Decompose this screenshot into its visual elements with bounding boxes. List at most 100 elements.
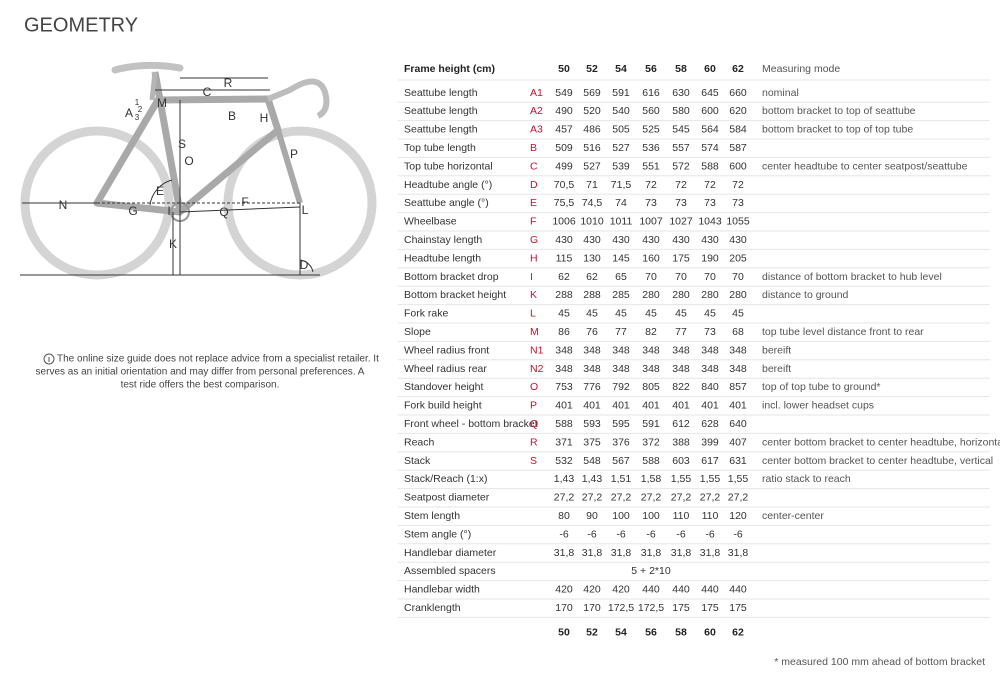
cell: 348 [701, 363, 719, 375]
cell: 822 [672, 381, 690, 393]
cell: 45 [645, 308, 657, 320]
cell: 31,8 [671, 547, 692, 559]
row-label: Bottom bracket height [404, 289, 506, 301]
cell: 588 [701, 160, 719, 172]
cell: 539 [612, 160, 630, 172]
row-label: Seattube length [404, 124, 478, 136]
cell: 348 [555, 363, 573, 375]
diagram-label: L [302, 203, 309, 217]
cell: 430 [612, 234, 630, 246]
row-label: Cranklength [404, 602, 461, 614]
row-code: A1 [530, 87, 543, 99]
row-label: Handlebar width [404, 584, 480, 596]
row-label: Seattube length [404, 105, 478, 117]
row-code: B [530, 142, 537, 154]
row-mode: bottom bracket to top of top tube [762, 124, 913, 136]
cell: 372 [642, 436, 660, 448]
row-code: S [530, 455, 537, 467]
cell: 375 [583, 436, 601, 448]
row-label: Chainstay length [404, 234, 482, 246]
cell: 401 [729, 400, 747, 412]
size-header: 52 [586, 63, 598, 75]
row-label: Slope [404, 326, 431, 338]
cell: 31,8 [611, 547, 632, 559]
cell: 1,55 [700, 473, 721, 485]
cell: 348 [612, 363, 630, 375]
row-code: G [530, 234, 538, 246]
cell: 440 [642, 584, 660, 596]
size-footer: 58 [675, 626, 687, 638]
size-footer: 62 [732, 626, 744, 638]
cell: 70 [732, 271, 744, 283]
cell: 560 [642, 105, 660, 117]
cell: 430 [583, 234, 601, 246]
cell: 115 [556, 252, 573, 264]
cell: 603 [672, 455, 690, 467]
cell: 27,2 [641, 492, 662, 504]
cell: 110 [673, 510, 690, 522]
row-code: A3 [530, 124, 543, 136]
cell: 172,5 [638, 602, 664, 614]
row-label: Top tube horizontal [404, 160, 493, 172]
row-code: A2 [530, 105, 543, 117]
diagram-label: E [156, 184, 164, 198]
cell: 77 [615, 326, 627, 338]
cell: 407 [729, 436, 747, 448]
cell: 280 [701, 289, 719, 301]
size-header: 62 [732, 63, 744, 75]
cell: -6 [676, 528, 685, 540]
cell: 388 [672, 436, 690, 448]
cell: 285 [612, 289, 630, 301]
cell: 348 [642, 363, 660, 375]
cell: 62 [558, 271, 570, 283]
cell: 77 [675, 326, 687, 338]
cell: 73 [704, 326, 716, 338]
cell: 288 [583, 289, 601, 301]
cell: 430 [555, 234, 573, 246]
row-mode: center headtube to center seatpost/seatt… [762, 160, 968, 172]
cell: 540 [612, 105, 630, 117]
cell: 71 [586, 179, 598, 191]
cell: 74 [615, 197, 627, 209]
cell: 45 [558, 308, 570, 320]
cell: 27,2 [582, 492, 603, 504]
table-header: Frame height (cm) [404, 63, 495, 75]
row-code: P [530, 400, 537, 412]
cell: 27,2 [611, 492, 632, 504]
cell: 584 [729, 124, 747, 136]
row-code: H [530, 252, 538, 264]
cell: 430 [729, 234, 747, 246]
row-code: F [530, 216, 536, 228]
row-label: Fork build height [404, 400, 482, 412]
cell: 100 [612, 510, 630, 522]
row-mode: bereift [762, 344, 791, 356]
bike-drawing [20, 61, 377, 280]
diagram-label: R [224, 76, 233, 90]
row-mode: top of top tube to ground* [762, 381, 881, 393]
row-mode: distance to ground [762, 289, 849, 301]
diagram-label: P [290, 147, 298, 161]
mode-header: Measuring mode [762, 63, 840, 75]
cell: 505 [612, 124, 630, 136]
cell: 175 [701, 602, 719, 614]
row-mode: bottom bracket to top of seattube [762, 105, 916, 117]
row-code: O [530, 381, 538, 393]
cell: 591 [612, 87, 630, 99]
cell: 499 [555, 160, 573, 172]
cell: 280 [642, 289, 660, 301]
diagram-label: O [184, 154, 193, 168]
cell: 516 [583, 142, 601, 154]
cell: 348 [672, 344, 690, 356]
diagram-label: Q [219, 205, 228, 219]
cell: 73 [732, 197, 744, 209]
row-mode: bereift [762, 363, 791, 375]
row-code: R [530, 436, 538, 448]
info-note: test ride offers the best comparison. [121, 380, 280, 391]
cell: 80 [558, 510, 570, 522]
cell: 1043 [698, 216, 722, 228]
diagram-label: 2 [138, 105, 143, 114]
cell: 490 [555, 105, 573, 117]
row-code: D [530, 179, 538, 191]
diagram-label: B [228, 109, 236, 123]
cell: 175 [729, 602, 747, 614]
